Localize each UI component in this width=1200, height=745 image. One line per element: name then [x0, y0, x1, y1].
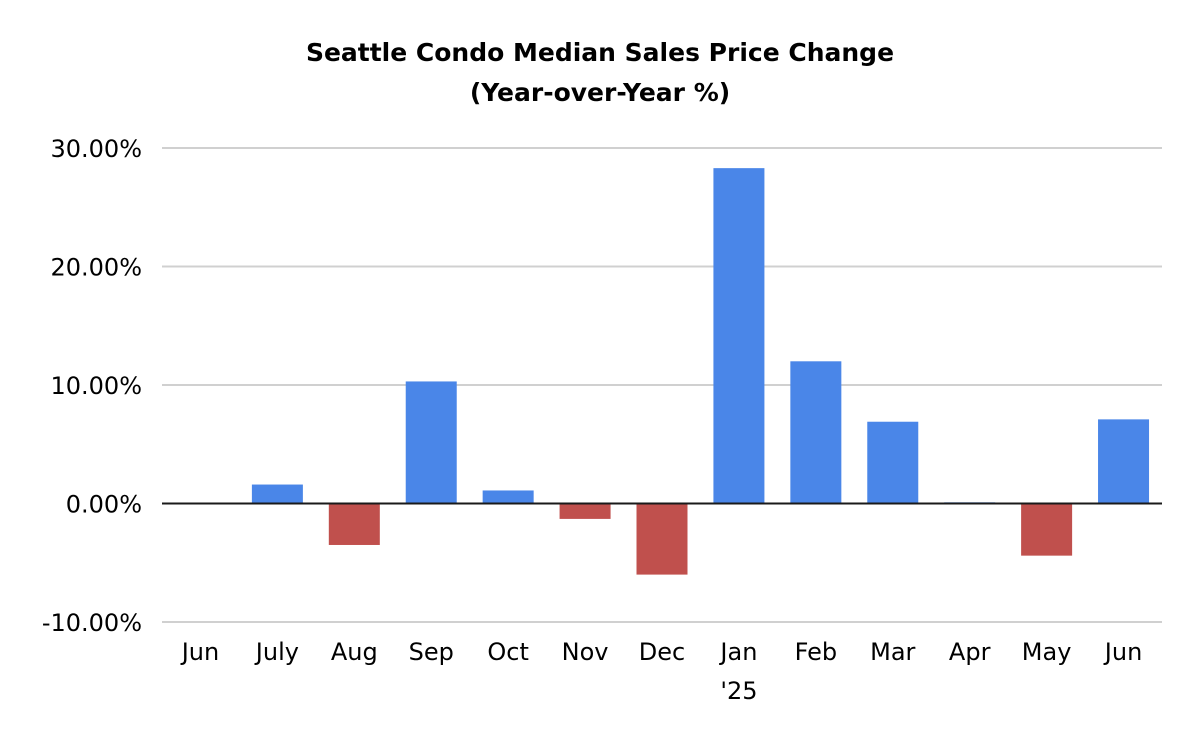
bar — [1021, 503, 1073, 556]
gridlines — [162, 147, 1162, 623]
y-tick-label: -10.00% — [42, 609, 142, 637]
x-axis-tick-labels: Jun July Aug Sep Oct Nov Dec Jan '25 Feb Mar Apr May… — [180, 638, 1143, 705]
x-tick-label: Dec — [639, 638, 685, 666]
y-tick-label: 10.00% — [50, 372, 142, 400]
x-tick-label: Jan — [718, 638, 757, 666]
bar — [482, 490, 534, 504]
chart-title: Seattle Condo Median Sales Price Change — [306, 38, 894, 67]
x-tick-sublabel: '25 — [720, 677, 757, 705]
x-tick-label: Jun — [180, 638, 220, 666]
x-tick-label: Sep — [409, 638, 454, 666]
bar — [405, 381, 457, 504]
chart-subtitle: (Year-over-Year %) — [470, 78, 730, 107]
x-tick-label: Feb — [795, 638, 838, 666]
x-tick-label: May — [1022, 638, 1072, 666]
y-axis-tick-labels: 30.00% 20.00% 10.00% 0.00% -10.00% — [42, 135, 142, 637]
x-tick-label: Nov — [562, 638, 609, 666]
bars — [174, 168, 1150, 575]
bar — [328, 503, 380, 545]
bar — [1098, 419, 1150, 504]
x-tick-label: Mar — [870, 638, 915, 666]
bar — [636, 503, 688, 575]
x-tick-label: Jun — [1103, 638, 1143, 666]
x-tick-label: Apr — [949, 638, 991, 666]
y-tick-label: 30.00% — [50, 135, 142, 163]
bar — [713, 168, 765, 504]
x-tick-label: Aug — [331, 638, 378, 666]
bar — [251, 484, 303, 504]
y-tick-label: 20.00% — [50, 254, 142, 282]
bar — [559, 503, 611, 519]
bar — [867, 421, 919, 504]
x-tick-label: July — [254, 638, 299, 666]
bar — [790, 361, 842, 504]
x-tick-label: Oct — [487, 638, 529, 666]
y-tick-label: 0.00% — [66, 491, 142, 519]
